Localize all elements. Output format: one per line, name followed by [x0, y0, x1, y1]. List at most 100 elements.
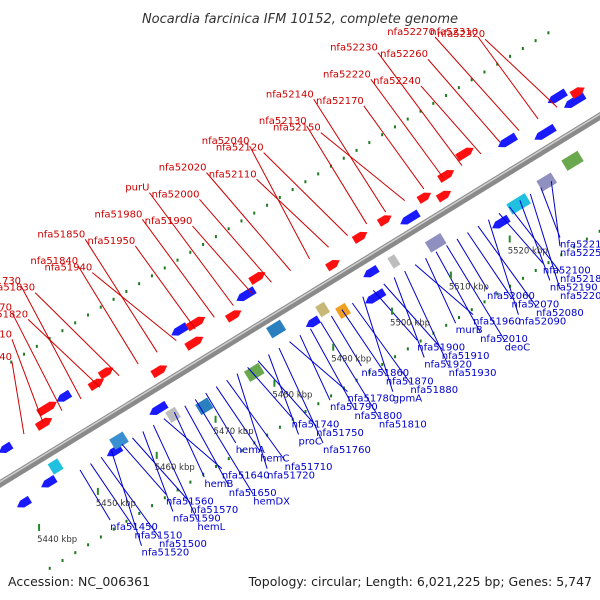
gene-label-bottom: nfa51500 [159, 539, 207, 550]
forward-arrow-shape [97, 367, 114, 380]
leader-line [206, 172, 291, 271]
gene-label-top: nfa51940 [44, 263, 92, 274]
gene-block [387, 254, 401, 269]
gene-label-bottom: nfa51800 [354, 411, 402, 422]
gene-label-bottom: nfa52080 [536, 308, 584, 319]
gene-label-bottom: nfa51650 [229, 488, 277, 499]
guide-dot-bottom [214, 464, 217, 468]
gene-label-top: nfa51820 [0, 309, 28, 320]
reverse-gene-arrow [41, 475, 58, 488]
gene-label-bottom: nfa51880 [410, 385, 458, 396]
backbone [0, 112, 600, 488]
gene-block-shape [195, 397, 214, 416]
leader-line [420, 85, 482, 155]
leader-line [299, 334, 331, 401]
guide-dot-top [240, 219, 243, 223]
gene-block [266, 319, 287, 339]
gene-label-bottom: nfa51870 [386, 377, 434, 388]
guide-dot-top [189, 250, 192, 254]
leader-line [320, 132, 406, 201]
tick-label: 5490 kbp [331, 355, 371, 365]
leader-line [194, 399, 254, 495]
leader-line [456, 238, 488, 290]
forward-gene-arrow [351, 231, 368, 244]
guide-dot-bottom [368, 370, 371, 374]
gene-label-bottom: nfa51450 [110, 522, 158, 533]
leader-line [550, 181, 561, 247]
forward-gene-arrow [87, 378, 105, 392]
guide-dot-top [99, 305, 102, 309]
guide-dot-bottom [585, 237, 588, 241]
reverse-gene-arrow [56, 389, 73, 402]
guide-dot-bottom [381, 363, 384, 367]
leader-line [247, 366, 292, 418]
forward-gene-arrow [34, 417, 53, 431]
tick-label: 5470 kbp [214, 427, 254, 437]
leader-line [404, 270, 450, 367]
forward-gene-arrow [437, 169, 455, 183]
gene-label-bottom: hemB [204, 479, 233, 490]
tick-mark [155, 451, 158, 459]
gene-label-top: purU [125, 183, 149, 194]
leader-line [263, 152, 349, 236]
guide-dot-bottom [99, 535, 102, 539]
guide-dot-bottom [74, 551, 77, 555]
reverse-gene-arrow [0, 441, 14, 454]
gene-label-bottom: nfa51640 [222, 471, 270, 482]
gene-label-top: nfa51610 [0, 329, 12, 340]
gene-label-top: nfa51950 [87, 236, 135, 247]
leader-line [236, 373, 268, 469]
gene-label-top: nfa52230 [330, 43, 378, 54]
leader-line [414, 264, 474, 315]
reverse-gene-arrow [149, 400, 169, 416]
gene-label-bottom: nfa52010 [480, 334, 528, 345]
label-leaders [11, 36, 561, 546]
guide-dot-bottom [547, 261, 550, 265]
gene-block [109, 431, 129, 450]
guide-dot-top [202, 242, 205, 246]
leader-line [377, 52, 463, 166]
guide-dot-bottom [163, 496, 166, 500]
reverse-arrow-shape [547, 88, 568, 104]
leader-line [132, 437, 191, 504]
guide-dot-bottom [304, 410, 307, 414]
gene-block [506, 193, 531, 215]
reverse-arrow-shape [171, 322, 190, 336]
tick-label: 5500 kbp [390, 319, 430, 329]
gene-block [315, 301, 331, 318]
reverse-arrow-shape [365, 288, 387, 304]
leader-line [141, 219, 215, 318]
guide-dot-bottom [266, 433, 269, 437]
guide-dot-top [445, 94, 448, 98]
gene-label-top: nfa52020 [159, 163, 207, 174]
guide-dot-top [138, 282, 141, 286]
guide-dot-top [112, 297, 115, 301]
tick-label: 5460 kbp [155, 463, 195, 473]
tick-mark [96, 487, 99, 495]
forward-gene-arrow [376, 215, 392, 227]
leader-line [79, 469, 111, 521]
leader-line [257, 360, 317, 427]
accession-text: Accession: NC_006361 [8, 574, 150, 589]
gene-label-top: nfa51850 [37, 229, 85, 240]
leader-line [341, 309, 387, 375]
leader-line [142, 431, 174, 512]
guide-dot-bottom [227, 457, 230, 461]
gene-label-top: nfa51730 [0, 276, 21, 287]
gene-label-bottom: nfa51740 [292, 419, 340, 430]
leader-line [184, 405, 230, 487]
tick-mark [391, 307, 394, 315]
gene-label-bottom: nfa52180 [560, 274, 600, 285]
gene-block-shape [266, 319, 287, 339]
gene-label-bottom: nfa51570 [190, 505, 238, 516]
guide-dot-bottom [87, 543, 90, 547]
leader-line [540, 187, 561, 238]
tick-mark [38, 523, 41, 531]
gene-label-top: nfa52110 [209, 169, 257, 180]
leader-line [434, 36, 520, 131]
reverse-gene-arrow [497, 132, 519, 148]
leader-line [383, 283, 443, 350]
guide-dot-bottom [483, 300, 486, 304]
guide-dot-top [35, 344, 38, 348]
tick-label: 5480 kbp [272, 391, 312, 401]
